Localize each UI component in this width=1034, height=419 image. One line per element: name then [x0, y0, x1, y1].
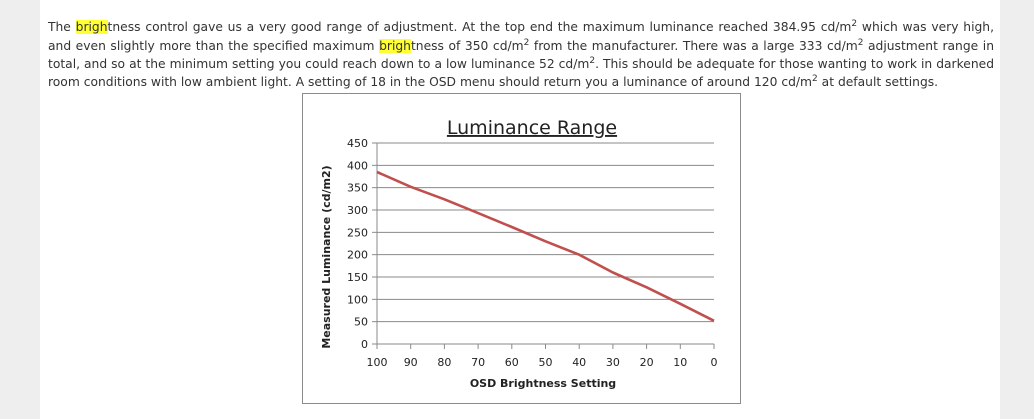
review-paragraph: The brightness control gave us a very go… — [48, 18, 994, 91]
x-tick-label: 100 — [367, 356, 388, 369]
x-axis-label: OSD Brightness Setting — [470, 377, 616, 390]
superscript: 2 — [857, 37, 864, 48]
y-axis-label: Measured Luminance (cd/m2) — [320, 165, 333, 348]
series — [376, 170, 715, 322]
y-tick-label: 450 — [347, 137, 368, 150]
text-segment: . This should be adequate for those want… — [48, 56, 994, 90]
y-tick-label: 200 — [347, 249, 368, 262]
text-segment: at default settings. — [817, 75, 939, 90]
x-tick-label: 10 — [673, 356, 687, 369]
text-segment: adjustment range in total, and so at the… — [48, 38, 994, 71]
chart-canvas: Luminance Range 050100150200250300350400… — [320, 117, 718, 390]
x-tick-label: 20 — [640, 356, 654, 369]
chart-title: Luminance Range — [447, 117, 617, 139]
x-tick-label: 0 — [711, 356, 718, 369]
search-highlight: brigh — [379, 38, 411, 53]
series-line-luminance — [376, 170, 715, 322]
gridlines — [377, 142, 714, 323]
y-tick-label: 300 — [347, 204, 368, 217]
y-tick-label: 150 — [347, 271, 368, 284]
text-segment: from the manufacturer. There was a large… — [529, 38, 858, 53]
article-page: The brightness control gave us a very go… — [40, 0, 1000, 419]
x-tick-label: 50 — [539, 356, 553, 369]
x-tick-label: 70 — [471, 356, 485, 369]
superscript: 2 — [812, 74, 818, 85]
superscript: 2 — [589, 55, 596, 66]
x-tick-label: 30 — [606, 356, 620, 369]
text-segment: tness of 350 cd/m — [410, 38, 524, 53]
text-segment: tness control gave us a very good range … — [107, 20, 852, 35]
x-tick-label: 80 — [437, 356, 451, 369]
x-tick-label: 60 — [505, 356, 519, 369]
superscript: 2 — [851, 19, 858, 30]
text-segment: which was very high, and even slightly m… — [48, 20, 994, 53]
y-tick-label: 50 — [354, 316, 368, 329]
x-tick-label: 90 — [404, 356, 418, 369]
y-tick-label: 400 — [347, 159, 368, 172]
y-tick-label: 350 — [347, 182, 368, 195]
y-tick-label: 250 — [347, 226, 368, 239]
y-tick-label: 0 — [361, 338, 368, 351]
search-highlight: brigh — [75, 20, 108, 35]
text-segment: The — [48, 20, 76, 35]
luminance-chart: Luminance Range 0 50 100 150 200 250 300 350 400… — [302, 93, 741, 404]
superscript: 2 — [523, 37, 530, 48]
y-tick-label: 100 — [347, 293, 368, 306]
x-tick-label: 40 — [572, 356, 586, 369]
